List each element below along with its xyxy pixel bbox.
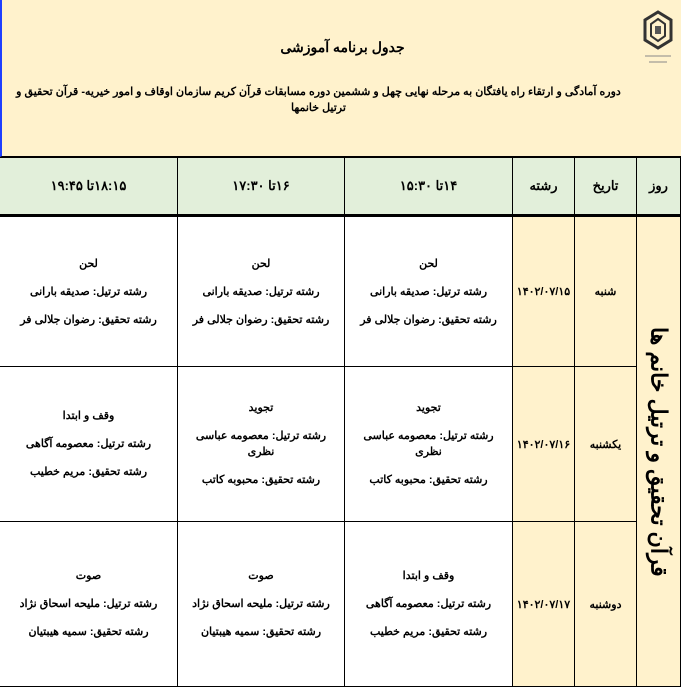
session-topic: لحن xyxy=(251,257,271,270)
tartil-instructor: رشته ترتیل: معصومه آگاهی xyxy=(365,598,492,610)
col-slot-1: ۱۴تا ۱۵:۳۰ xyxy=(344,157,513,217)
tartil-instructor: رشته ترتیل: ملیحه اسحاق نژاد xyxy=(192,598,330,610)
session-topic: تجوید xyxy=(248,402,274,414)
organization-emblem-icon xyxy=(643,10,673,63)
table-row: دوشنبه ۱۴۰۲/۰۷/۱۷ وقف و ابتدا رشته ترتیل:… xyxy=(0,521,681,687)
tahqiq-instructor: رشته تحقیق: سمیه هیبتیان xyxy=(200,626,322,638)
session-topic: لحن xyxy=(419,257,438,270)
col-slot-3: ۱۸:۱۵تا ۱۹:۴۵ xyxy=(0,157,178,217)
date-cell: ۱۴۰۲/۰۷/۱۷ xyxy=(512,521,575,687)
schedule-table: روز تاریخ رشته ۱۴تا ۱۵:۳۰ ۱۶تا ۱۷:۳۰ ۱۸:… xyxy=(0,157,681,687)
session-cell: وقف و ابتدا رشته ترتیل: معصومه آگاهی رشت… xyxy=(0,366,178,522)
session-cell: صوت رشته ترتیل: ملیحه اسحاق نژاد رشته تح… xyxy=(0,521,178,687)
session-cell: لحن رشته ترتیل: صدیقه بارانی رشته تحقیق:… xyxy=(0,215,178,367)
session-topic: تجوید xyxy=(416,402,441,414)
tartil-instructor: رشته ترتیل: صدیقه بارانی xyxy=(29,285,148,298)
day-cell: یکشنبه xyxy=(574,366,637,522)
session-cell: لحن رشته ترتیل: صدیقه بارانی رشته تحقیق:… xyxy=(177,215,345,367)
tartil-instructor: رشته ترتیل: معصومه آگاهی xyxy=(25,438,152,450)
session-topic: صوت xyxy=(248,570,274,582)
tahqiq-instructor: رشته تحقیق: مریم خطیب xyxy=(29,466,148,478)
tahqiq-instructor: رشته تحقیق: محبوبه کاتب xyxy=(369,474,488,486)
col-slot-2: ۱۶تا ۱۷:۳۰ xyxy=(177,157,345,217)
table-row: قرآن تحقیق و ترتیل خانم ها شنبه ۱۴۰۲/۰۷/۱۵… xyxy=(0,215,681,687)
page-title: جدول برنامه آموزشی xyxy=(280,39,405,55)
session-cell: تجوید رشته ترتیل: معصومه عباسی نظری رشته… xyxy=(177,366,345,522)
col-field: رشته xyxy=(512,157,575,217)
day-cell: شنبه xyxy=(574,215,637,367)
session-topic: وقف و ابتدا xyxy=(402,570,455,582)
date-cell: ۱۴۰۲/۰۷/۱۵ xyxy=(512,215,575,367)
session-topic: وقف و ابتدا xyxy=(62,410,115,422)
tahqiq-instructor: رشته تحقیق: رضوان جلالی فر xyxy=(192,313,330,326)
field-label: قرآن تحقیق و ترتیل خانم ها xyxy=(636,215,681,687)
header-row: روز تاریخ رشته ۱۴تا ۱۵:۳۰ ۱۶تا ۱۷:۳۰ ۱۸:… xyxy=(0,157,681,217)
tahqiq-instructor: رشته تحقیق: مریم خطیب xyxy=(369,626,488,638)
session-cell: صوت رشته ترتیل: ملیحه اسحاق نژاد رشته تح… xyxy=(177,521,345,687)
day-cell: دوشنبه xyxy=(574,521,637,687)
tartil-instructor: رشته ترتیل: معصومه عباسی نظری xyxy=(195,430,327,458)
tahqiq-instructor: رشته تحقیق: رضوان جلالی فر xyxy=(360,313,497,326)
date-cell: ۱۴۰۲/۰۷/۱۶ xyxy=(512,366,575,522)
col-date: تاریخ xyxy=(574,157,637,217)
tahqiq-instructor: رشته تحقیق: رضوان جلالی فر xyxy=(20,313,157,326)
session-topic: لحن xyxy=(79,257,98,270)
page-subtitle: دوره آمادگی و ارتقاء راه یافتگان به مرحل… xyxy=(16,86,621,114)
col-day: روز xyxy=(636,157,681,217)
tahqiq-instructor: رشته تحقیق: محبوبه کاتب xyxy=(201,474,321,486)
tahqiq-instructor: رشته تحقیق: سمیه هیبتیان xyxy=(28,626,149,638)
session-topic: صوت xyxy=(75,570,102,582)
tartil-instructor: رشته ترتیل: صدیقه بارانی xyxy=(369,285,488,298)
table-row: یکشنبه ۱۴۰۲/۰۷/۱۶ تجوید رشته ترتیل: معصوم… xyxy=(0,366,681,522)
tartil-instructor: رشته ترتیل: ملیحه اسحاق نژاد xyxy=(19,598,158,610)
session-cell: لحن رشته ترتیل: صدیقه بارانی رشته تحقیق:… xyxy=(344,215,513,367)
tartil-instructor: رشته ترتیل: معصومه عباسی نظری xyxy=(363,430,494,458)
banner: جدول برنامه آموزشی دوره آمادگی و ارتقاء … xyxy=(0,0,681,157)
session-cell: تجوید رشته ترتیل: معصومه عباسی نظری رشته… xyxy=(344,366,513,522)
tartil-instructor: رشته ترتیل: صدیقه بارانی xyxy=(202,285,320,298)
session-cell: وقف و ابتدا رشته ترتیل: معصومه آگاهی رشت… xyxy=(344,521,513,687)
